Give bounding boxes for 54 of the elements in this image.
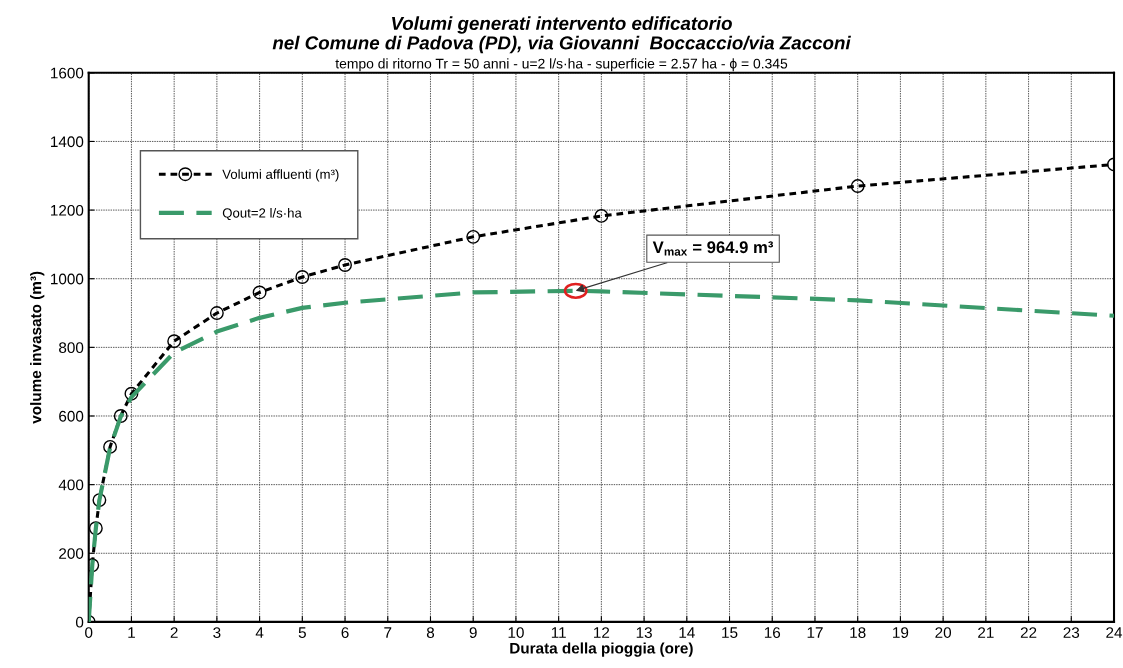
x-tick-label: 6	[341, 627, 349, 638]
x-tick-label: 17	[807, 627, 823, 638]
x-tick-label: 10	[508, 627, 524, 638]
annotation: V$_{max}$ = 964.9 m³	[652, 241, 774, 256]
legend-label: Qout=2 l/s·ha	[222, 207, 302, 221]
point	[124, 386, 139, 401]
legend-label: Volumi affluenti (m³)	[222, 169, 339, 182]
point	[295, 270, 310, 284]
y-tick-label: 600	[59, 410, 84, 422]
x-tick-label: 18	[850, 627, 866, 638]
y-tick-label: 1000	[51, 273, 84, 285]
point	[850, 179, 865, 194]
point	[252, 285, 267, 300]
y-tick-label: 200	[59, 548, 84, 559]
x-tick-label: 15	[722, 627, 738, 638]
x-tick-label: 14	[679, 627, 695, 638]
x-tick-label: 23	[1063, 627, 1080, 638]
x-tick-label: 11	[551, 627, 566, 638]
x-tick-label: 4	[255, 627, 264, 638]
point	[466, 229, 481, 244]
point	[209, 306, 224, 320]
x-tick-label: 0	[85, 627, 93, 638]
point	[92, 493, 107, 508]
y-tick-label: 800	[59, 342, 84, 354]
y-axis-title: volume invasato (m³)	[30, 271, 45, 424]
x-tick-label: 2	[170, 627, 178, 638]
x-tick-label: 24	[1106, 627, 1123, 638]
y-tick-label: 1200	[51, 204, 84, 216]
point	[594, 208, 609, 223]
x-tick-label: 1	[128, 627, 135, 638]
x-tick-label: 3	[213, 627, 221, 638]
x-axis-title: Durata della pioggia (ore)	[510, 642, 693, 657]
point	[113, 409, 128, 423]
x-tick-label: 9	[469, 627, 477, 638]
x-tick-label: 13	[636, 627, 652, 638]
x-tick-label: 22	[1020, 627, 1037, 638]
x-tick-label: 8	[426, 627, 435, 638]
y-tick-label: 1400	[51, 136, 84, 148]
chart-title: Volumi generati intervento edificatorio nel Comune di Padova (PD), via Giovanni Boccaccio/via Zacconi	[272, 16, 851, 54]
x-tick-label: 16	[764, 627, 781, 638]
x-tick-label: 20	[935, 627, 952, 638]
point	[167, 334, 182, 349]
point	[103, 439, 118, 454]
point	[338, 258, 352, 272]
point	[88, 521, 103, 536]
x-tick-label: 12	[594, 627, 610, 638]
x-tick-label: 7	[384, 627, 392, 638]
y-tick-label: 1600	[51, 67, 84, 79]
y-tick-label: 400	[58, 479, 84, 491]
x-tick-label: 21	[978, 627, 994, 638]
y-tick-label: 0	[75, 616, 84, 628]
chart-subtitle: tempo di ritorno Tr = 50 anni - u=2 l/s·ha - superficie = 2.57 ha - ϕ = 0.345	[335, 58, 788, 72]
x-tick-label: 19	[893, 627, 909, 638]
x-tick-label: 5	[298, 627, 306, 638]
